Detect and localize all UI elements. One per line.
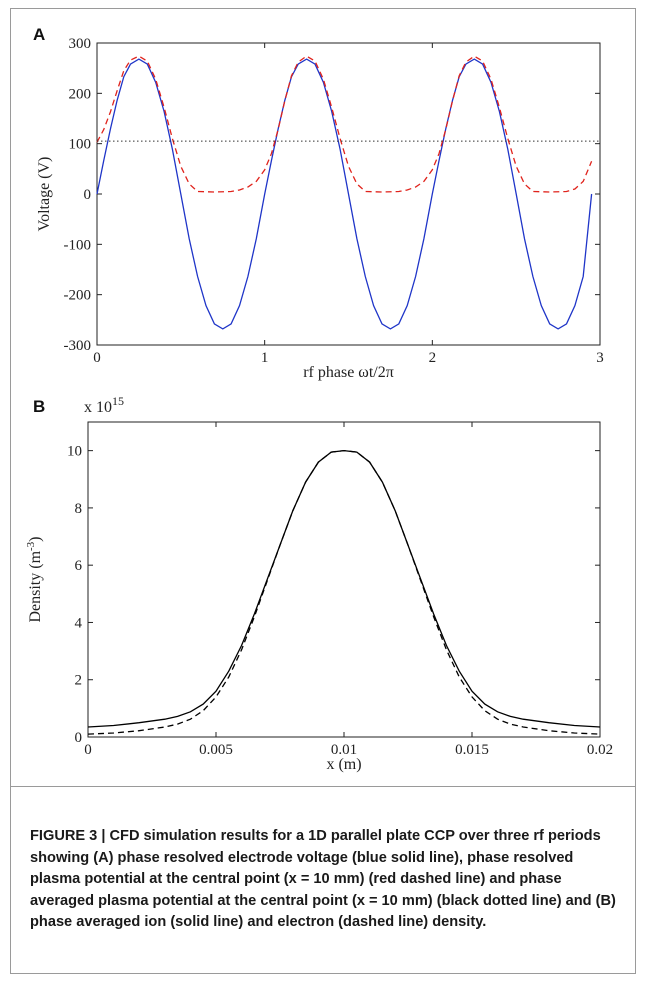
series-line-ion [87, 449, 601, 728]
y-tick-label: 2 [75, 673, 83, 689]
x-axis-label: x (m) [326, 756, 361, 773]
figure-frame [10, 8, 636, 974]
series-line-solid-0 [96, 58, 593, 330]
x-tick-label: 2 [429, 350, 437, 366]
panel-b-chart: B 0 0.005 0.01 0.015 0.02 0 2 4 6 8 10 x (m) Density … [25, 394, 613, 773]
figure-caption: FIGURE 3 | CFD simulation results for a … [30, 828, 616, 930]
x-tick-label: 0.01 [331, 742, 357, 758]
x-tick-label: 1 [261, 350, 269, 366]
x-tick-label: 0 [84, 742, 92, 758]
x-tick-label: 3 [596, 350, 604, 366]
y-tick-label: 0 [84, 187, 92, 203]
y-tick-label: 8 [75, 501, 83, 517]
panel-a-chart: A 0 1 2 3 -300 -200 -100 0 100 200 300 rf phase ωt/2… [33, 25, 604, 381]
y-tick-label: -300 [64, 338, 92, 354]
panel-label-b: B [33, 397, 45, 416]
series-line-electron [87, 449, 601, 735]
caption-divider [10, 786, 636, 787]
panel-label-a: A [33, 25, 45, 44]
x-axis-label: rf phase ωt/2π [303, 364, 394, 381]
y-axis-label: Voltage (V) [36, 157, 53, 232]
x-tick-label: 0.005 [199, 742, 233, 758]
x-tick-label: 0.015 [455, 742, 489, 758]
y-tick-label: 200 [69, 86, 92, 102]
y-tick-label: 10 [67, 444, 82, 460]
y-tick-label: 6 [75, 558, 83, 574]
plot-area-frame [87, 421, 601, 738]
y-tick-label: 0 [75, 730, 83, 746]
y-tick-label: -200 [64, 288, 92, 304]
y-scale-label: x 1015 [84, 394, 124, 416]
x-tick-label: 0.02 [587, 742, 613, 758]
y-tick-label: -100 [64, 237, 92, 253]
y-tick-label: 4 [75, 615, 83, 631]
y-axis-label: Density (m-3) [25, 536, 44, 622]
y-tick-label: 100 [69, 137, 92, 153]
x-tick-label: 0 [93, 350, 101, 366]
y-tick-label: 300 [69, 36, 92, 52]
